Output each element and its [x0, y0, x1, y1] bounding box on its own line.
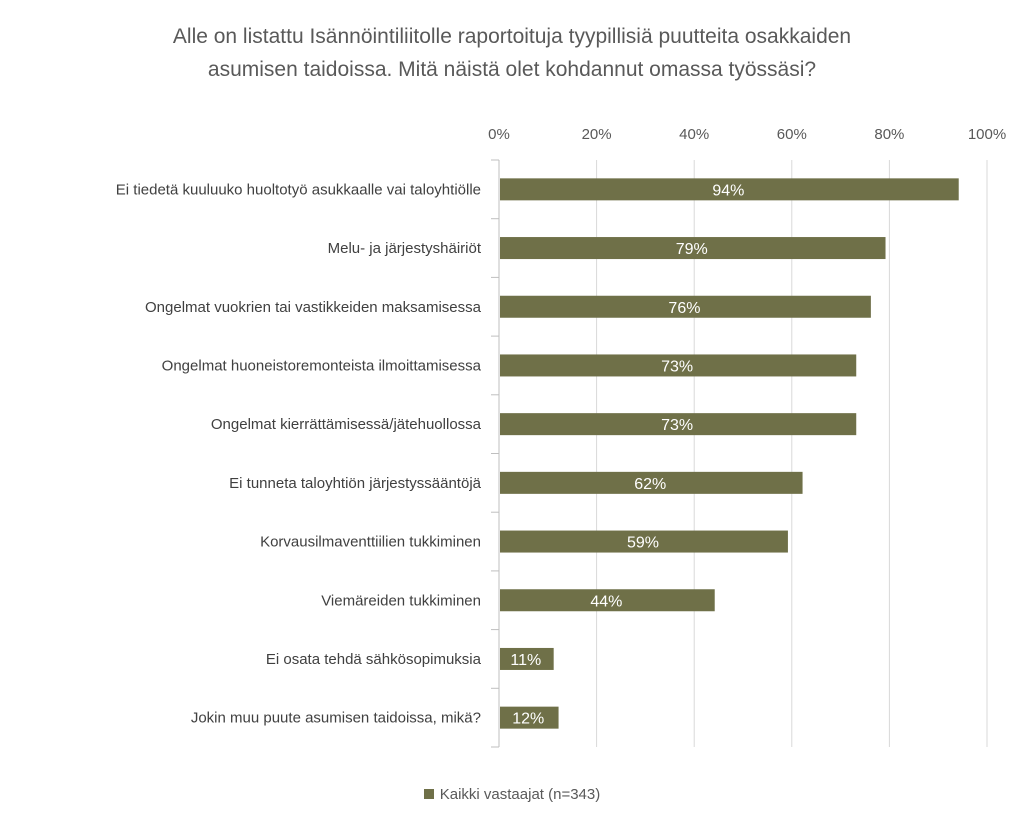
bar — [500, 706, 559, 729]
x-tick-label: 0% — [488, 126, 510, 143]
category-label: Korvausilmaventtiilien tukkiminen — [260, 534, 481, 551]
x-tick-label: 20% — [582, 126, 612, 143]
bar — [500, 354, 857, 377]
data-label: 73% — [661, 417, 693, 434]
bar — [500, 295, 871, 318]
bar — [500, 530, 788, 553]
data-label: 12% — [512, 711, 544, 728]
category-label: Jokin muu puute asumisen taidoissa, mikä… — [191, 710, 481, 727]
legend-label: Kaikki vastaajat (n=343) — [439, 786, 601, 803]
bar — [500, 413, 857, 436]
chart-title-line-2: asumisen taidoissa. Mitä näistä olet koh… — [207, 58, 817, 81]
data-label: 44% — [590, 593, 622, 610]
data-label: 59% — [627, 535, 659, 552]
data-label: 94% — [712, 182, 744, 199]
x-tick-label: 60% — [777, 126, 807, 143]
category-label: Melu- ja järjestyshäiriöt — [328, 240, 482, 257]
category-label: Ei tiedetä kuuluuko huoltotyö asukkaalle… — [116, 181, 481, 198]
bar — [500, 178, 959, 201]
category-label: Ongelmat vuokrien tai vastikkeiden maksa… — [145, 299, 482, 316]
x-tick-label: 80% — [874, 126, 904, 143]
x-tick-label: 100% — [968, 126, 1006, 143]
data-label: 73% — [661, 358, 693, 375]
chart-title: Alle on listattu Isännöintiliitolle rapo… — [0, 20, 1024, 86]
legend: Kaikki vastaajat (n=343) — [0, 786, 1024, 803]
category-label: Ei osata tehdä sähkösopimuksia — [266, 651, 482, 668]
x-tick-label: 40% — [679, 126, 709, 143]
bar — [500, 237, 886, 260]
data-label: 62% — [634, 476, 666, 493]
data-label: 79% — [676, 241, 708, 258]
category-label: Ongelmat kierrättämisessä/jätehuollossa — [211, 416, 482, 433]
legend-swatch — [423, 789, 434, 799]
bar — [500, 589, 715, 612]
category-label: Ongelmat huoneistoremonteista ilmoittami… — [162, 357, 482, 374]
category-label: Viemäreiden tukkiminen — [321, 592, 481, 609]
bar — [500, 471, 803, 494]
chart-title-line-1: Alle on listattu Isännöintiliitolle rapo… — [172, 25, 852, 48]
data-label: 11% — [510, 652, 541, 669]
data-label: 76% — [668, 300, 700, 317]
bar — [500, 647, 554, 670]
category-label: Ei tunneta taloyhtiön järjestyssääntöjä — [229, 475, 481, 492]
